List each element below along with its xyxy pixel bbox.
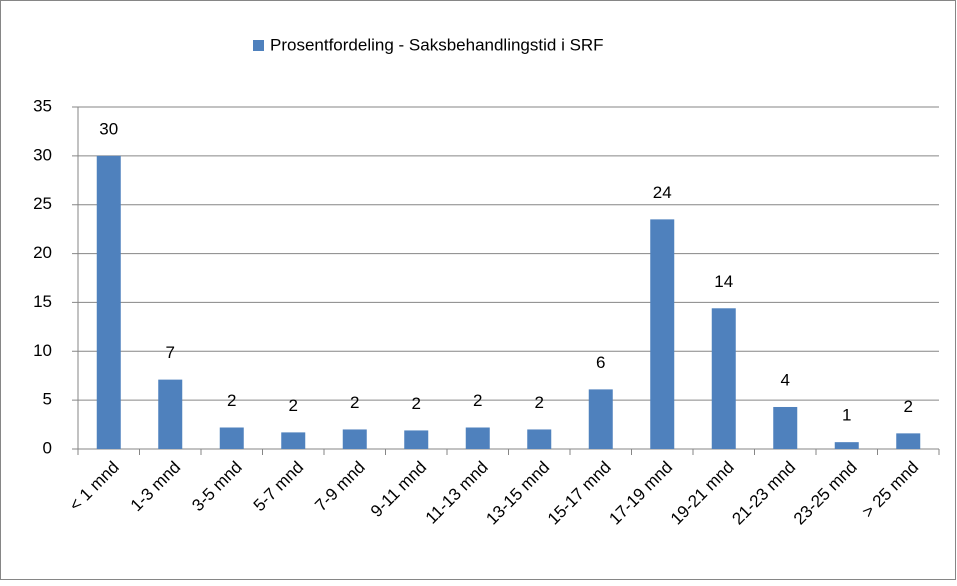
data-label: 4 bbox=[781, 370, 790, 389]
legend-swatch bbox=[253, 40, 264, 51]
bar bbox=[404, 430, 429, 449]
data-label: 1 bbox=[842, 406, 851, 425]
y-tick-label: 20 bbox=[33, 243, 52, 262]
bar bbox=[834, 442, 859, 449]
data-label: 6 bbox=[596, 353, 605, 372]
y-tick-label: 10 bbox=[33, 341, 52, 360]
data-label: 14 bbox=[714, 272, 733, 291]
y-tick-label: 5 bbox=[43, 390, 52, 409]
data-label: 7 bbox=[166, 343, 175, 362]
y-tick-label: 35 bbox=[33, 96, 52, 115]
data-label: 2 bbox=[473, 391, 482, 410]
bar bbox=[711, 308, 736, 449]
data-label: 30 bbox=[99, 119, 118, 138]
bar bbox=[588, 389, 613, 449]
y-tick-label: 30 bbox=[33, 145, 52, 164]
data-label: 2 bbox=[904, 397, 913, 416]
bar bbox=[896, 433, 921, 449]
data-label: 24 bbox=[653, 183, 672, 202]
y-tick-label: 15 bbox=[33, 292, 52, 311]
data-label: 2 bbox=[227, 391, 236, 410]
bar bbox=[773, 406, 798, 449]
y-tick-label: 0 bbox=[43, 438, 52, 457]
data-label: 2 bbox=[289, 396, 298, 415]
bar bbox=[342, 429, 367, 449]
data-label: 2 bbox=[350, 393, 359, 412]
bar bbox=[158, 379, 183, 449]
data-label: 2 bbox=[535, 393, 544, 412]
bar bbox=[650, 219, 675, 449]
y-tick-label: 25 bbox=[33, 194, 52, 213]
bar bbox=[527, 429, 552, 449]
bar bbox=[281, 432, 306, 449]
data-label: 2 bbox=[412, 394, 421, 413]
bar bbox=[465, 427, 490, 449]
bar bbox=[219, 427, 244, 449]
legend-label: Prosentfordeling - Saksbehandlingstid i … bbox=[270, 35, 604, 54]
bar bbox=[96, 155, 121, 449]
